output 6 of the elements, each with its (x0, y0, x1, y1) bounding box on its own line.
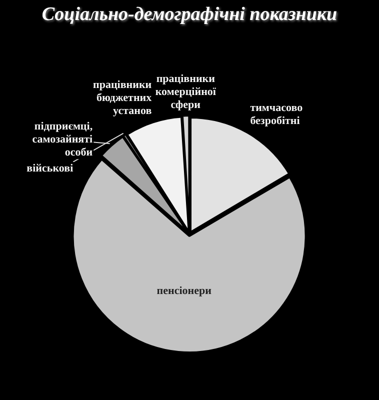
slice-label: військові (26, 162, 74, 174)
slice-label: працівники бюджетних установ (92, 78, 152, 117)
chart-title: Соціально-демографічні показники (40, 3, 338, 27)
slice-label: працівники комерційної сфери (155, 72, 217, 111)
slice-label: тимчасово безробітні (250, 102, 304, 127)
slice-label: пенсіонери (156, 284, 212, 297)
